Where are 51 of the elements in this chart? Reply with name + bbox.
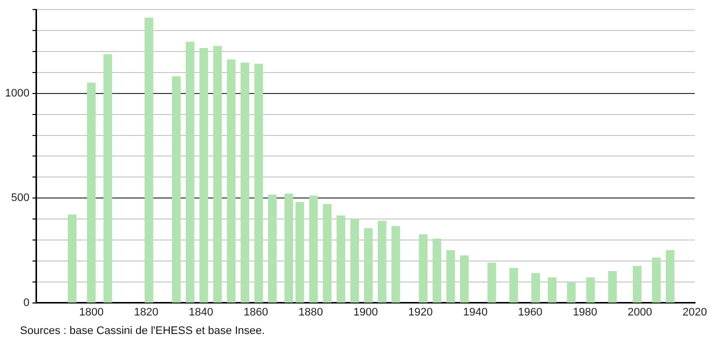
bar: [268, 194, 277, 303]
x-tick-label: 1820: [134, 306, 158, 318]
bar: [378, 220, 386, 303]
x-tick-label: 1880: [298, 306, 323, 318]
bar: [586, 277, 595, 303]
bar: [418, 234, 428, 303]
bar: [567, 282, 576, 303]
bar: [531, 273, 540, 303]
bar: [460, 255, 469, 303]
bar: [652, 257, 661, 303]
y-tick-label: 500: [11, 192, 30, 204]
bar: [213, 46, 222, 303]
bar: [186, 42, 194, 303]
x-tick-label: 1860: [244, 306, 268, 318]
bar: [172, 76, 181, 303]
bar: [548, 277, 556, 303]
bar: [103, 54, 112, 303]
x-tick-label: 1920: [408, 306, 433, 318]
y-tick-label: 1000: [4, 87, 30, 100]
bar: [446, 250, 455, 303]
bar: [144, 18, 154, 303]
bar: [322, 204, 332, 303]
bar: [284, 194, 294, 303]
y-tick-label: 0: [23, 296, 30, 309]
bar: [487, 262, 496, 303]
x-tick-label: 1940: [463, 306, 488, 318]
x-tick-label: 1900: [353, 306, 378, 318]
x-tick-label: 1800: [79, 306, 104, 318]
bar: [350, 218, 359, 303]
x-tick-label: 2000: [628, 306, 652, 318]
bar: [509, 268, 518, 303]
bar: [391, 226, 400, 303]
bar: [254, 64, 263, 303]
bar: [309, 196, 318, 303]
bar: [608, 271, 617, 303]
source-note: Sources : base Cassini de l'EHESS et base Insee.: [20, 325, 265, 337]
x-tick-label: 1960: [518, 306, 542, 318]
bar: [632, 266, 642, 303]
x-tick-label: 1840: [188, 306, 214, 318]
bar: [68, 214, 76, 303]
bar: [295, 202, 304, 303]
x-tick-label: 1980: [572, 306, 598, 318]
bar: [336, 216, 346, 303]
bar: [87, 82, 96, 303]
bar: [226, 60, 236, 303]
bar: [199, 48, 208, 303]
bar: [666, 250, 674, 303]
bar: [364, 228, 373, 303]
x-tick-label: 2020: [682, 306, 708, 318]
bar: [432, 238, 442, 303]
bar: [240, 62, 250, 303]
